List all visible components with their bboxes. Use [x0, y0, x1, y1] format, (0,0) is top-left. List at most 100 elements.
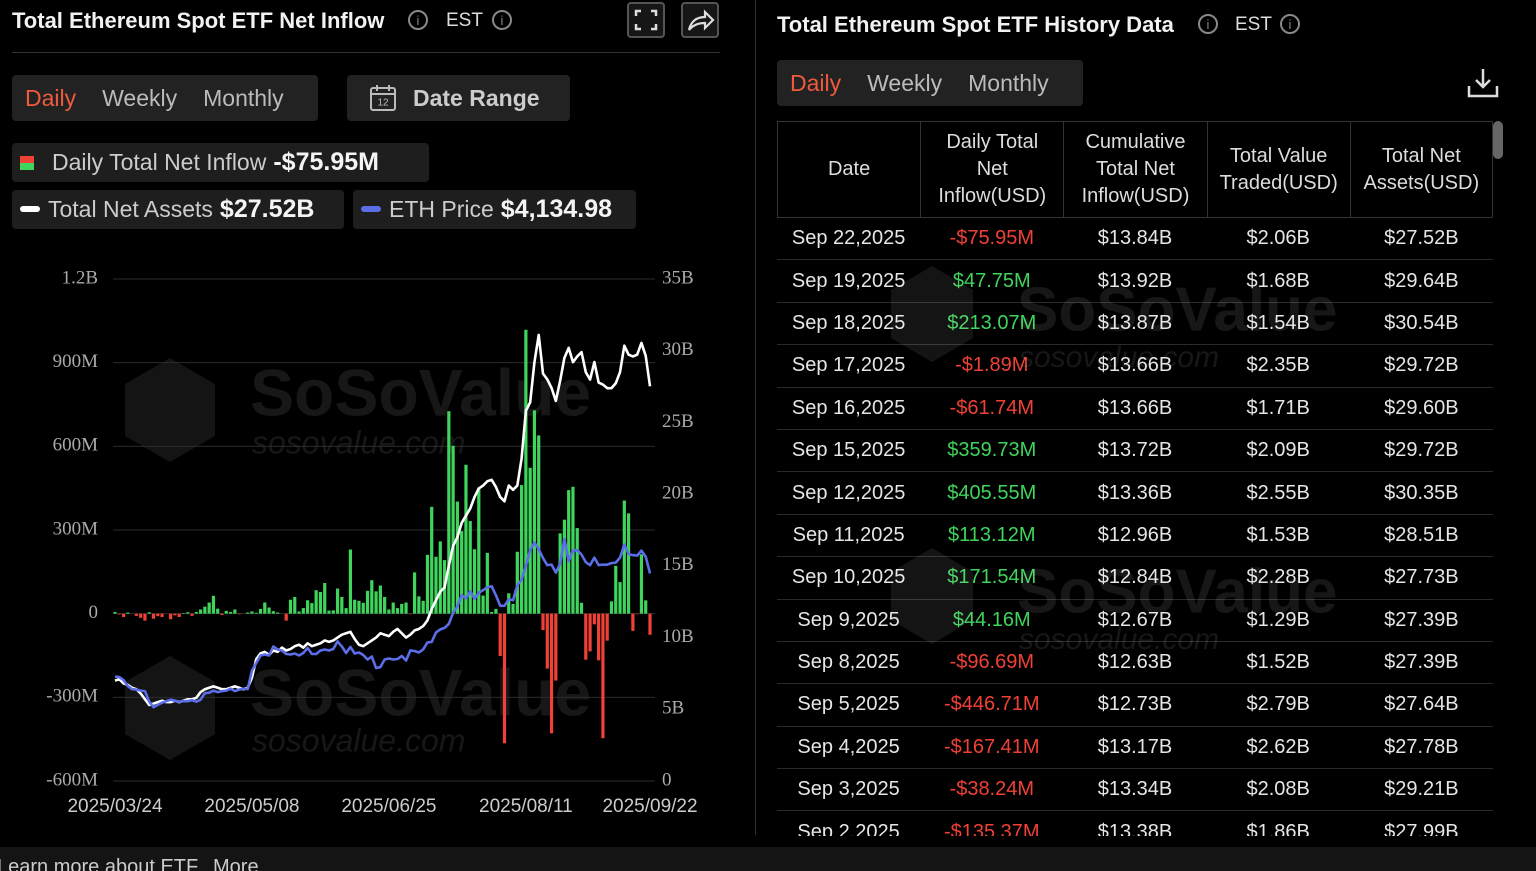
bar — [515, 551, 519, 614]
footer-link[interactable]: More — [213, 856, 259, 871]
table-cell: $13.92B — [1097, 269, 1173, 292]
panel-divider — [755, 0, 756, 835]
calendar-icon: 12 — [370, 85, 396, 111]
download-button[interactable] — [1466, 66, 1500, 100]
column-header[interactable]: Daily Total Net Inflow(USD) — [920, 122, 1063, 217]
bar — [502, 613, 507, 744]
tab[interactable]: Monthly — [968, 69, 1049, 96]
y-tick-label: 900M — [53, 351, 99, 372]
info-icon[interactable]: i — [408, 10, 428, 30]
watermark-url: sosovalue.com — [252, 424, 465, 460]
bar — [113, 611, 117, 614]
bar — [370, 580, 374, 614]
bar — [648, 613, 652, 635]
table-cell: $2.62B — [1246, 735, 1310, 758]
column-header[interactable]: Total Net Assets(USD) — [1349, 122, 1493, 217]
legend-icon — [361, 205, 381, 212]
bar — [310, 603, 314, 614]
bar — [121, 613, 126, 618]
bar — [472, 549, 477, 614]
bar — [199, 609, 203, 614]
table-cell: $44.16M — [952, 608, 1031, 631]
table-cell: -$446.71M — [943, 693, 1040, 716]
expand-button[interactable] — [627, 2, 665, 38]
bar — [592, 613, 596, 625]
table-row: Sep 16,2025 -$61.74M $13.66B $1.71B $29.60B — [777, 388, 1493, 430]
bar — [293, 596, 297, 614]
table-cell: $1.68B — [1246, 269, 1310, 292]
bar — [267, 607, 271, 614]
bar — [597, 613, 601, 661]
table-cell: $1.29B — [1246, 608, 1310, 631]
watermark-text: SoSoValue — [250, 355, 591, 429]
table-cell: $13.17B — [1097, 735, 1173, 758]
table-cell: Sep 11,2025 — [792, 523, 905, 546]
table-cell: $27.99B — [1384, 820, 1459, 836]
table-row: Sep 8,2025 -$96.69M $12.63B $1.52B $27.39B — [777, 642, 1493, 685]
bar — [353, 599, 357, 614]
column-header[interactable]: Date — [777, 122, 920, 217]
table-cell: $29.72B — [1384, 354, 1459, 377]
legend-label: ETH Price — [389, 196, 494, 222]
table-cell: $171.54M — [947, 566, 1037, 589]
info-icon[interactable]: i — [1280, 14, 1300, 34]
date-range-button[interactable]: 12 Date Range — [347, 75, 570, 121]
bar — [490, 611, 494, 614]
table-row: Sep 12,2025 $405.55M $13.36B $2.55B $30.35B — [777, 472, 1493, 515]
watermark-url: sosovalue.com — [252, 722, 465, 758]
tab[interactable]: Weekly — [867, 69, 943, 96]
table-cell: $27.39B — [1384, 651, 1459, 674]
table-cell: $359.73M — [947, 439, 1037, 462]
table-cell: Sep 16,2025 — [791, 396, 906, 419]
stat-value: $27.52B — [219, 195, 315, 223]
share-button[interactable] — [681, 2, 719, 38]
column-header[interactable]: Total Value Traded(USD) — [1206, 122, 1350, 217]
bar — [400, 603, 404, 614]
y2-tick-label: 0 — [662, 769, 672, 790]
table-cell: $1.86B — [1246, 820, 1310, 836]
table-cell: $12.67B — [1097, 608, 1173, 631]
legend-icon — [20, 155, 34, 170]
bar — [549, 613, 554, 734]
y-tick-label: 300M — [53, 518, 99, 539]
bar — [220, 613, 224, 616]
bar — [609, 601, 614, 614]
table-cell: -$38.24M — [949, 778, 1035, 801]
tab[interactable]: Monthly — [203, 84, 284, 111]
table-cell: $2.08B — [1246, 778, 1310, 801]
x-tick-label: 2025/08/11 — [479, 796, 573, 817]
table-cell: $13.36B — [1097, 481, 1173, 504]
table-cell: Sep 2,2025 — [797, 820, 900, 836]
timezone: EST — [1235, 14, 1272, 35]
column-header[interactable]: Cumulative Total Net Inflow(USD) — [1063, 122, 1206, 217]
bar — [622, 500, 626, 614]
bar — [344, 608, 348, 614]
stat-pill: ETH Price $4,134.98 — [353, 190, 636, 229]
footer: Learn more about ETF More — [0, 847, 1536, 871]
table-cell: Sep 15,2025 — [791, 439, 906, 462]
scrollbar[interactable] — [1493, 121, 1503, 159]
stat-value: -$75.95M — [273, 148, 379, 176]
table-cell: Sep 17,2025 — [791, 354, 906, 377]
line — [114, 333, 652, 707]
bar — [348, 549, 352, 614]
bar — [579, 602, 584, 614]
tab[interactable]: Weekly — [102, 84, 178, 111]
bar — [177, 613, 181, 618]
bar — [203, 606, 207, 614]
bar — [365, 590, 370, 614]
bar — [228, 611, 233, 614]
bar — [511, 603, 515, 614]
bar — [271, 611, 275, 614]
tab[interactable]: Daily — [25, 84, 77, 111]
bar — [468, 521, 472, 614]
tab[interactable]: Daily — [790, 69, 842, 96]
table-row: Sep 22,2025 -$75.95M $13.84B $2.06B $27.52B — [777, 218, 1493, 261]
info-icon[interactable]: i — [492, 10, 512, 30]
info-icon[interactable]: i — [1198, 14, 1218, 34]
table-cell: $13.66B — [1097, 354, 1173, 377]
bar — [284, 613, 288, 621]
table-cell: $27.73B — [1384, 566, 1459, 589]
bar — [297, 611, 301, 614]
